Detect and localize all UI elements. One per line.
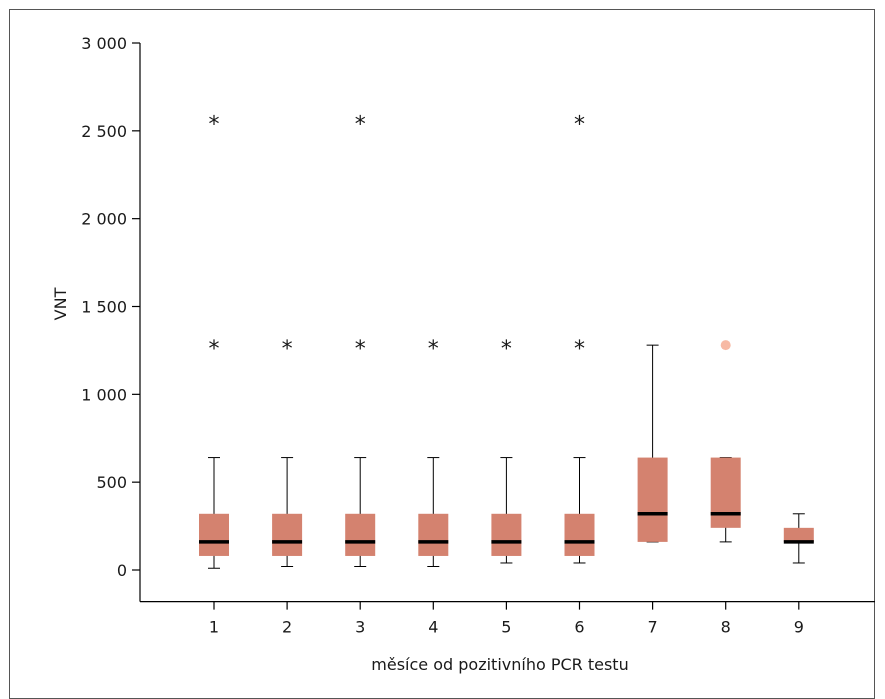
- x-tick-label: 3: [355, 618, 365, 637]
- chart-frame: [9, 9, 875, 699]
- extreme-outlier: *: [355, 337, 366, 362]
- box-group-7: [637, 344, 668, 543]
- y-tick-label: 1 000: [81, 385, 127, 404]
- box-group-4: *: [418, 337, 449, 567]
- box: [710, 457, 741, 528]
- box: [418, 513, 449, 556]
- y-tick-label: 0: [117, 561, 127, 580]
- box-group-9: [783, 513, 814, 564]
- x-tick-label: 4: [428, 618, 438, 637]
- extreme-outlier: *: [501, 337, 512, 362]
- box: [272, 513, 303, 556]
- x-tick-label: 6: [574, 618, 584, 637]
- y-tick-label: 2 000: [81, 210, 127, 229]
- y-axis: 0 500 1 000 1 500 2 000 2 500 3 000: [81, 34, 141, 602]
- y-tick-label: 500: [96, 473, 127, 492]
- x-tick-label: 2: [282, 618, 292, 637]
- box: [345, 513, 376, 556]
- extreme-outlier: *: [428, 337, 439, 362]
- extreme-outlier: *: [282, 337, 293, 362]
- box-group-2: *: [272, 337, 303, 567]
- y-tick-label: 2 500: [81, 122, 127, 141]
- extreme-outlier: *: [574, 112, 585, 137]
- box: [564, 513, 595, 556]
- outlier-point: [720, 340, 731, 351]
- extreme-outlier: *: [574, 337, 585, 362]
- extreme-outlier: *: [209, 337, 220, 362]
- x-tick-label: 1: [209, 618, 219, 637]
- box-group-6: **: [564, 112, 595, 564]
- box: [491, 513, 522, 556]
- box-group-8: [710, 340, 741, 543]
- y-tick-label: 3 000: [81, 34, 127, 53]
- extreme-outlier: *: [209, 112, 220, 137]
- box: [637, 457, 668, 542]
- x-tick-label: 7: [648, 618, 658, 637]
- box-group-3: **: [345, 112, 376, 567]
- extreme-outlier: *: [355, 112, 366, 137]
- box-group-1: **: [199, 112, 229, 569]
- box-group-5: *: [491, 337, 522, 564]
- x-axis: 1 2 3 4 5 6 7 8 9: [140, 601, 875, 637]
- x-tick-label: 9: [794, 618, 804, 637]
- y-axis-title: VNT: [51, 287, 70, 320]
- box: [199, 513, 229, 556]
- x-axis-title: měsíce od pozitivního PCR testu: [371, 655, 628, 674]
- x-tick-label: 8: [721, 618, 731, 637]
- y-tick-label: 1 500: [81, 298, 127, 317]
- box-series: *** *** * **: [199, 112, 814, 569]
- box: [783, 527, 814, 542]
- x-tick-label: 5: [501, 618, 511, 637]
